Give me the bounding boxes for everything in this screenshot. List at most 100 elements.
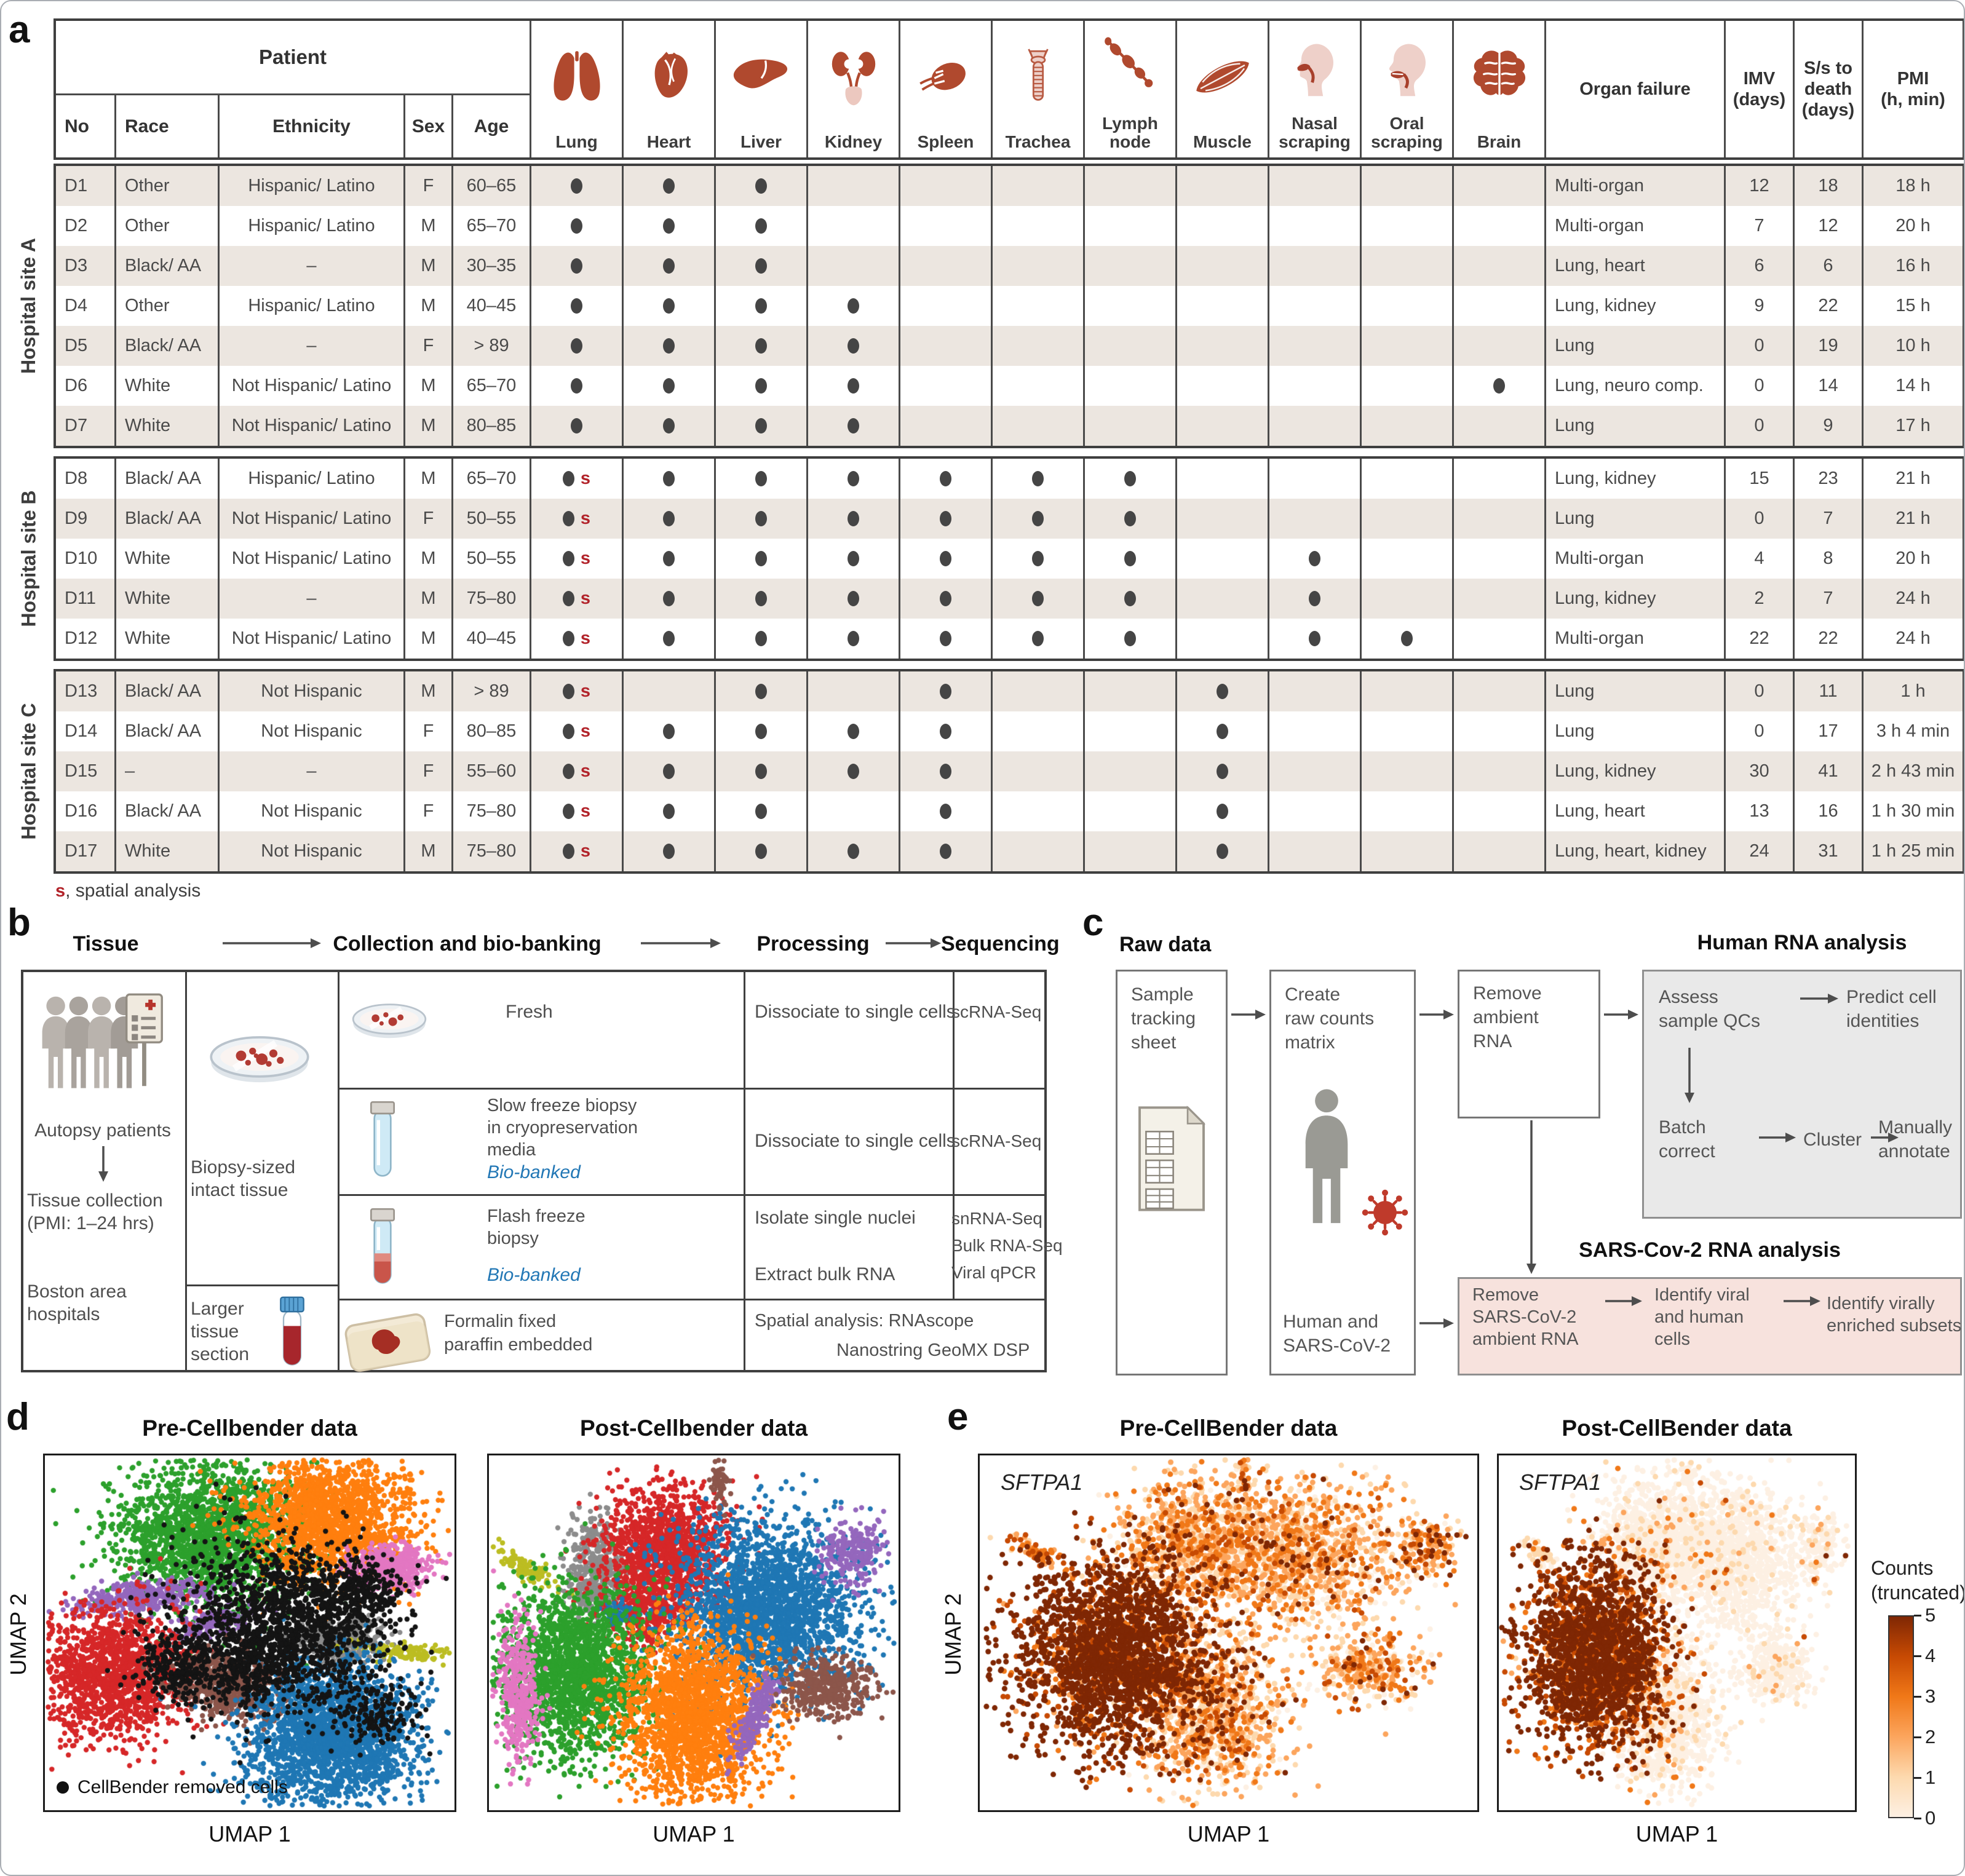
sample-dot [848, 418, 859, 433]
col-header-no: No [65, 116, 89, 137]
c-arrow-5 [1759, 1131, 1796, 1144]
sample-dot [663, 511, 675, 526]
slow-freeze-processing: Dissociate to single cells [755, 1131, 956, 1151]
d-legend: CellBender removed cells [57, 1777, 288, 1798]
cell-muscle-D11 [1175, 579, 1268, 619]
cell-no-D5: D5 [65, 336, 88, 355]
e-pre-gene-label: SFTPA1 [1001, 1470, 1083, 1495]
cell-heart-D12 [622, 619, 714, 659]
cell-lung-D6 [530, 366, 622, 406]
sample-dot [1309, 631, 1320, 646]
cell-sex-D3: M [403, 246, 451, 286]
cell-no-D8: D8 [65, 469, 88, 488]
sample-dot [663, 218, 675, 234]
cell-brain-D7 [1452, 406, 1544, 446]
cell-kidney-D17 [806, 831, 899, 871]
table-footnote: s, spatial analysis [55, 881, 200, 901]
cell-spleen-D15 [899, 751, 991, 791]
sample-dot [1032, 471, 1044, 486]
colorbar-tick-mark [1914, 1736, 1921, 1738]
d-post-title: Post-Cellbender data [579, 1415, 808, 1441]
cell-right-0-D1: Multi-organ [1544, 166, 1724, 206]
cell-nasal-D1 [1268, 166, 1360, 206]
cell-race-D9: Black/ AA [114, 499, 218, 539]
cell-ethnicity-D1: Hispanic/ Latino [218, 166, 403, 206]
cell-oral-D17 [1360, 831, 1452, 871]
cell-liver-D16 [714, 791, 806, 831]
sample-dot [562, 724, 574, 739]
cell-brain-D4 [1452, 286, 1544, 326]
cell-ethnicity-D6: Not Hispanic/ Latino [218, 366, 403, 406]
sample-dot [1217, 764, 1228, 779]
sample-dot [1032, 551, 1044, 566]
cell-right-3-D9: 21 h [1862, 499, 1963, 539]
col-header-heart: Heart [646, 132, 691, 151]
d-pre-xlabel: UMAP 1 [208, 1821, 291, 1846]
table-row-D17: D17 White Not Hispanic M 75–80 s Lung, heart, … [56, 831, 1963, 871]
sample-dot [1032, 591, 1044, 606]
brain-icon [1454, 21, 1544, 133]
organ-column-lymph: Lymph node [1083, 21, 1175, 157]
human-silhouette-icon [1290, 1083, 1364, 1271]
organ-column-lung: Lung [530, 21, 622, 157]
colorbar-tick-mark [1914, 1615, 1921, 1617]
organ-column-trachea: Trachea [991, 21, 1083, 157]
cell-right-1-D6: 0 [1724, 366, 1793, 406]
cell-muscle-D2 [1175, 206, 1268, 246]
col-header-nasal: Nasal scraping [1279, 114, 1351, 151]
slow-freeze-biobanked: Bio-banked [487, 1162, 581, 1182]
table-group-3: D13 Black/ AA Not Hispanic M > 89 s Lung 0 11 1 h… [54, 669, 1964, 874]
sample-dot [1124, 471, 1136, 486]
remove-ambient-box: Remove ambient RNA [1458, 970, 1600, 1118]
table-group-1: D1 Other Hispanic/ Latino F 60–65 Multi-organ… [54, 164, 1964, 448]
colorbar-tick-label: 5 [1925, 1604, 1936, 1626]
cell-trachea-D16 [991, 791, 1083, 831]
cell-lung-D7 [530, 406, 622, 446]
cell-right-1-D8: 15 [1724, 459, 1793, 499]
cell-right-3-D12: 24 h [1862, 619, 1963, 659]
site-label-2: Hospital site B [17, 490, 40, 627]
cell-sex-D15: F [403, 751, 451, 791]
sample-dot [848, 591, 859, 606]
cell-right-1-D5: 0 [1724, 326, 1793, 366]
sample-dot [755, 178, 767, 194]
cell-spleen-D5 [899, 326, 991, 366]
cell-ethnicity-D15: – [218, 751, 403, 791]
cell-lung-D15: s [530, 751, 622, 791]
cell-right-0-D7: Lung [1544, 406, 1724, 446]
sample-dot [940, 844, 951, 859]
cell-no-D13: D13 [65, 681, 98, 701]
cell-spleen-D3 [899, 246, 991, 286]
sample-dot [940, 631, 951, 646]
sars-rna-box [1458, 1277, 1962, 1375]
cell-kidney-D1 [806, 166, 899, 206]
colorbar-tick-label: 2 [1925, 1726, 1936, 1747]
flow-step-tissue: Tissue [73, 932, 139, 956]
sample-dot [940, 764, 951, 779]
fresh-label: Fresh [506, 1002, 553, 1022]
sample-dot [1401, 631, 1413, 646]
cell-liver-D8 [714, 459, 806, 499]
flow-step-sequencing: Sequencing [941, 932, 1060, 956]
cell-nasal-D10 [1268, 539, 1360, 579]
cell-heart-D11 [622, 579, 714, 619]
spatial-s-mark: s [580, 548, 591, 568]
cell-right-2-D15: 41 [1793, 751, 1862, 791]
colorbar-tick-mark [1914, 1655, 1921, 1657]
cell-trachea-D3 [991, 246, 1083, 286]
sample-dot [1217, 724, 1228, 739]
cell-lymph-D10 [1083, 539, 1175, 579]
col-header-muscle: Muscle [1193, 132, 1252, 151]
cell-nasal-D17 [1268, 831, 1360, 871]
organ-column-brain: Brain [1452, 21, 1544, 157]
table-group-2: D8 Black/ AA Hispanic/ Latino M 65–70 s Lung, … [54, 456, 1964, 661]
sample-dot [755, 764, 767, 779]
cell-right-1-D17: 24 [1724, 831, 1793, 871]
sample-dot [1217, 684, 1228, 699]
lung-icon [531, 21, 622, 133]
c-arrow-2 [1419, 1008, 1454, 1021]
sample-dot [562, 684, 574, 699]
e-post-gene-label: SFTPA1 [1519, 1470, 1602, 1495]
cell-ethnicity-D10: Not Hispanic/ Latino [218, 539, 403, 579]
table-row-D11: D11 White – M 75–80 s Lung, kidney 2 7 24 h [56, 579, 1963, 619]
